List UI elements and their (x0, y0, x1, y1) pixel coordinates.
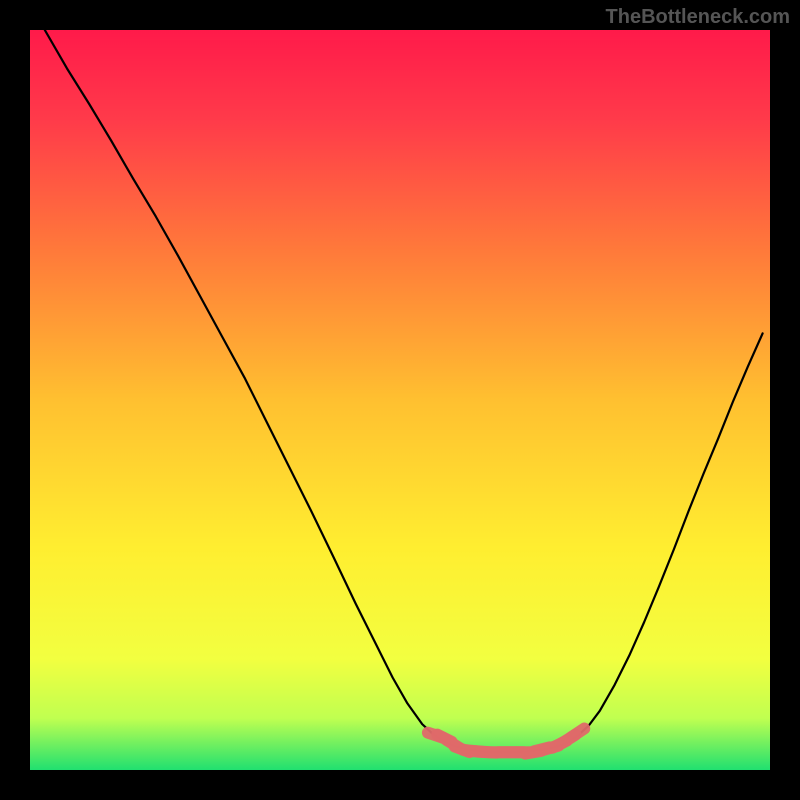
chart-svg (30, 30, 770, 770)
plot-area (30, 30, 770, 770)
image-root: TheBottleneck.com (0, 0, 800, 800)
watermark-text: TheBottleneck.com (606, 6, 790, 29)
marker-dash (571, 729, 584, 738)
bottleneck-curve (45, 30, 763, 752)
highlighted-markers (428, 729, 584, 754)
